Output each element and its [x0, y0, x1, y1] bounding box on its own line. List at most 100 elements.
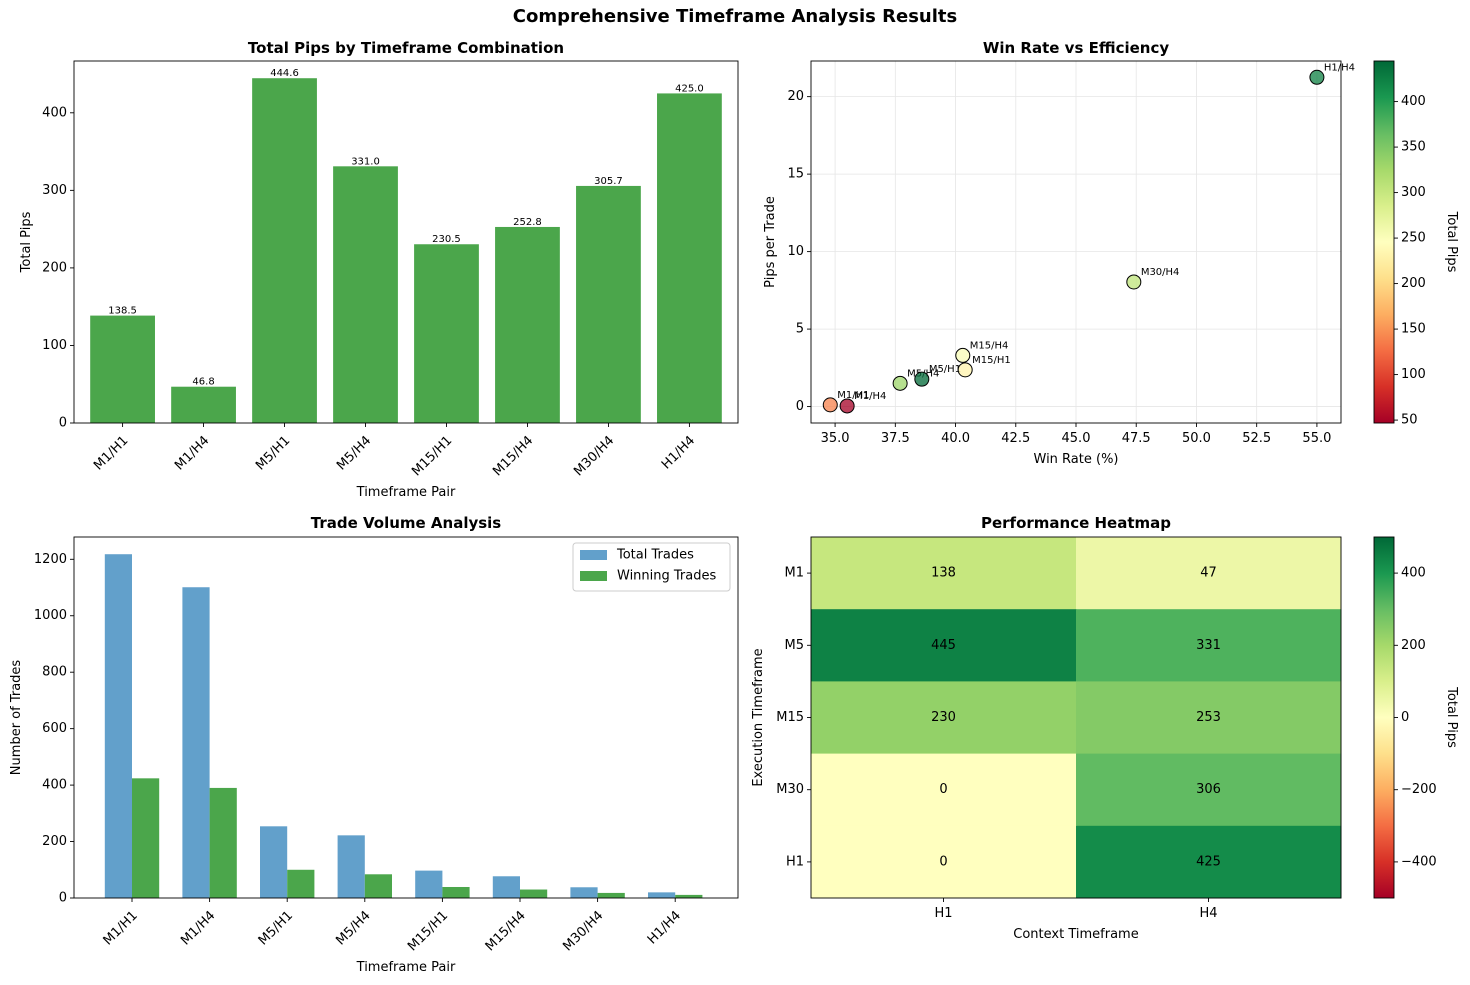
colorbar [1373, 536, 1395, 899]
point-label: M15/H4 [970, 340, 1009, 351]
legend-box [572, 542, 731, 592]
bar [287, 869, 315, 898]
y-axis-label: Total Pips [19, 211, 34, 273]
colorbar-label: Total Pips [1444, 211, 1459, 273]
scatter-point [1309, 69, 1325, 85]
bar [492, 876, 520, 898]
y-tick-label: 400 [42, 105, 67, 120]
legend-swatch [580, 550, 607, 560]
bar [597, 892, 625, 898]
axes-frame [810, 536, 1342, 899]
x-axis-label: Context Timeframe [1013, 927, 1138, 942]
colorbar-tick-label: 200 [1401, 638, 1426, 653]
bar [333, 166, 398, 424]
x-tick-label: H4 [1199, 906, 1217, 921]
bar [648, 892, 676, 898]
bar [104, 554, 132, 898]
y-tick-label: 20 [787, 89, 804, 104]
scatter-point [1126, 274, 1142, 290]
x-tick-label: H1/H4 [645, 908, 684, 947]
colorbar-tick-label: 200 [1401, 276, 1426, 291]
x-axis-label: Timeframe Pair [356, 485, 456, 500]
figure-title: Comprehensive Timeframe Analysis Results [512, 6, 958, 27]
x-tick-label: 45.0 [1062, 431, 1091, 446]
y-axis-label: Pips per Trade [763, 196, 778, 288]
y-tick-label: M5 [785, 638, 805, 653]
bar [182, 587, 210, 898]
y-tick-label: 0 [59, 416, 67, 431]
bar [132, 778, 160, 898]
bar [520, 889, 548, 898]
x-tick-label: M1/H4 [172, 433, 212, 473]
scatter-point [839, 398, 855, 414]
cell-value: 230 [931, 710, 956, 725]
y-tick-label: 200 [42, 260, 67, 275]
y-tick-label: 300 [42, 183, 67, 198]
heatmap-cell [1076, 825, 1342, 899]
x-tick-label: H1 [934, 906, 952, 921]
bar [576, 185, 641, 423]
cell-value: 0 [939, 854, 947, 869]
heatmap-cell [811, 537, 1077, 610]
cell-value: 253 [1196, 710, 1221, 725]
colorbar-tick-label: 350 [1401, 140, 1426, 155]
legend-swatch [580, 571, 607, 581]
point-label: M5/H1 [929, 364, 961, 375]
bar [657, 93, 722, 424]
x-tick-label: M15/H4 [490, 433, 536, 479]
y-tick-label: 15 [787, 167, 804, 182]
bar [337, 835, 365, 898]
x-tick-label: 50.0 [1182, 431, 1211, 446]
bar-data-label: 46.8 [192, 377, 214, 388]
point-label: M15/H1 [972, 355, 1011, 366]
bar [209, 787, 237, 898]
y-tick-label: 800 [42, 665, 67, 680]
x-tick-label: M5/H1 [256, 908, 296, 948]
cell-value: 0 [939, 782, 947, 797]
y-axis-label: Execution Timeframe [751, 648, 766, 786]
colorbar-label: Total Pips [1444, 686, 1459, 748]
axes-frame [73, 60, 739, 424]
point-label: M30/H4 [1141, 267, 1180, 278]
x-tick-label: M1/H1 [91, 433, 131, 473]
y-tick-label: 100 [42, 338, 67, 353]
x-tick-label: M5/H1 [253, 433, 293, 473]
y-tick-label: 5 [796, 322, 804, 337]
y-tick-label: 1000 [34, 608, 67, 623]
winrate-efficiency-chart: 35.0 37.5 40.0 42.5 45.0 47.5 50.0 52.5 55.0 0 5 10… [763, 39, 1459, 467]
y-tick-label: M15 [776, 710, 804, 725]
chart-title: Win Rate vs Efficiency [983, 39, 1170, 57]
heatmap-cell [811, 825, 1077, 899]
colorbar-tick-label: −200 [1401, 782, 1437, 797]
cell-value: 138 [931, 566, 956, 581]
cell-value: 445 [931, 638, 956, 653]
x-tick-label: M15/H1 [405, 908, 451, 954]
bar [675, 894, 703, 898]
y-tick-label: 10 [787, 244, 804, 259]
x-tick-label: 37.5 [881, 431, 910, 446]
x-tick-label: M15/H4 [483, 908, 529, 954]
y-tick-label: 600 [42, 721, 67, 736]
bar [252, 78, 317, 423]
point-label: H1/H4 [1324, 62, 1355, 73]
trade-volume-chart: 0 200 400 600 800 1000 1200 M1/H1 M1/H4 M5/H1 M5/H… [9, 514, 739, 975]
heatmap-cell [811, 681, 1077, 755]
x-axis-label: Timeframe Pair [356, 960, 456, 975]
axes-frame [810, 60, 1342, 424]
bar-data-label: 444.6 [270, 68, 299, 79]
total-pips-chart: 0 100 200 300 400 138.5 M1/H1 46.8 M1/H4 444.6 M5/… [19, 39, 739, 500]
y-tick-label: 400 [42, 778, 67, 793]
scatter-point [914, 371, 930, 387]
y-tick-label: 0 [796, 399, 804, 414]
scatter-point [822, 397, 838, 413]
bar [414, 244, 479, 423]
legend-label: Total Trades [616, 548, 694, 563]
colorbar-tick-label: 0 [1401, 710, 1409, 725]
x-tick-label: H1/H4 [659, 433, 698, 472]
x-tick-label: M1/H1 [101, 908, 141, 948]
y-tick-label: M30 [776, 782, 804, 797]
bar [570, 887, 598, 898]
bar [90, 315, 155, 423]
x-tick-label: M15/H1 [409, 433, 455, 479]
point-label: M1/H4 [854, 391, 886, 402]
